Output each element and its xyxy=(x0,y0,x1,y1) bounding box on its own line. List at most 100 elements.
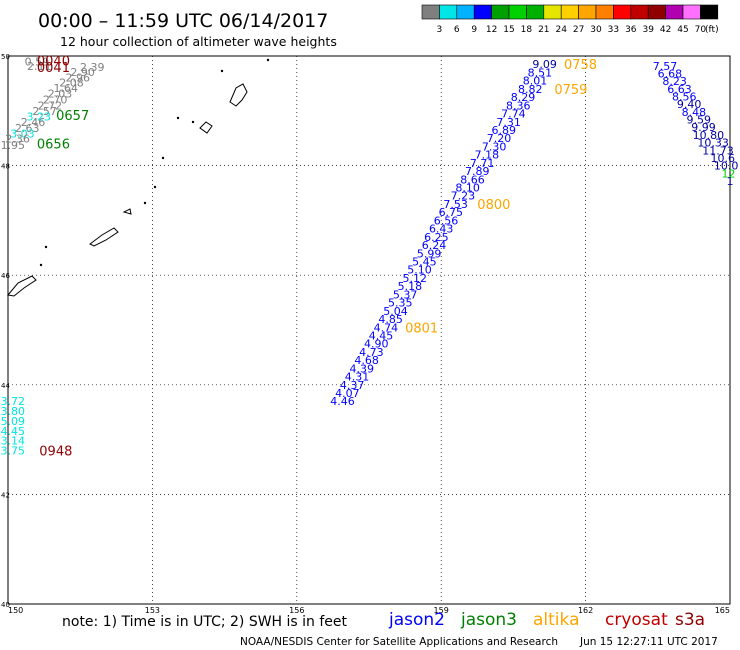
island-dot xyxy=(220,69,224,73)
wave-height-value: 2.11 xyxy=(27,60,52,73)
wave-height-value: 1.64 xyxy=(54,82,79,95)
island-dot xyxy=(266,58,270,62)
wave-height-value: 8.82 xyxy=(518,83,543,96)
island-outline xyxy=(7,275,37,297)
wave-height-value: 3.75 xyxy=(1,445,26,458)
wave-height-value: 2.96 xyxy=(66,71,91,84)
lon-tick-label: 156 xyxy=(289,606,304,615)
wave-height-value: 7.57 xyxy=(653,60,678,73)
wave-height-value: 4.45 xyxy=(369,329,394,342)
lat-tick-label: 48 xyxy=(1,163,10,171)
wave-height-value: 10.80 xyxy=(693,129,725,142)
colorbar-label: 18 xyxy=(521,25,533,35)
wave-height-value: 6.24 xyxy=(422,239,447,252)
pass-time-label: 0041 xyxy=(37,61,70,76)
satellite-legend-cryosat: cryosat xyxy=(605,610,668,630)
colorbar-label: 70 xyxy=(695,25,707,35)
pass-time-label: 0657 xyxy=(56,109,89,124)
colorbar-label: 24 xyxy=(555,25,567,35)
lat-tick-label: 50 xyxy=(1,53,10,61)
colorbar-label: 42 xyxy=(660,25,671,35)
satellite-legend-s3a: s3a xyxy=(675,610,705,630)
colorbar-label: 3 xyxy=(437,25,443,35)
pass-time-label: 0800 xyxy=(477,198,510,213)
wave-height-value: 5.09 xyxy=(1,415,26,428)
wave-height-value: 6.43 xyxy=(429,223,454,236)
colorbar-swatch xyxy=(421,4,440,20)
colorbar-swatch xyxy=(473,4,492,20)
colorbar-swatch xyxy=(700,4,719,20)
colorbar-label: 21 xyxy=(538,25,549,35)
map-area: 150 153 156 159 162 165 50 48 46 44 42 40 0.592.11 2… xyxy=(1,53,739,615)
wave-height-value: 2.72 xyxy=(38,99,63,112)
wave-height-value: 10.33 xyxy=(697,137,729,150)
wave-height-value: 4.45 xyxy=(1,425,26,438)
colorbar-swatch xyxy=(682,4,701,20)
pass-time-label: 0759 xyxy=(554,83,587,98)
wave-height-value: 1 xyxy=(727,175,734,188)
wave-height-value: 6.25 xyxy=(424,231,449,244)
wave-height-value: 7.23 xyxy=(451,190,476,203)
wave-height-value: 2.90 xyxy=(70,66,95,79)
colorbar-swatch xyxy=(560,4,579,20)
pass-time-label: 0948 xyxy=(39,445,72,460)
wave-height-value: 7.53 xyxy=(443,198,468,211)
satellite-legend-jason2: jason2 xyxy=(388,610,445,630)
wave-height-value: 3.03 xyxy=(10,127,35,140)
lon-tick-label: 150 xyxy=(8,606,23,615)
wave-height-value: 2.39 xyxy=(80,61,105,74)
wave-height-value: 8.66 xyxy=(460,173,485,186)
wave-height-value: 8.56 xyxy=(672,91,697,104)
wave-height-value: 7.71 xyxy=(470,157,495,170)
wave-height-points: 0.592.11 2.392.902.962.081.642.032.702.72… xyxy=(1,55,739,457)
map-frame xyxy=(7,55,731,605)
wave-height-value: 2.46 xyxy=(21,116,46,129)
satellite-legend-jason3: jason3 xyxy=(460,610,517,630)
wave-height-value: 4.39 xyxy=(350,362,375,375)
island-dot xyxy=(44,245,48,249)
island-dot xyxy=(161,156,165,160)
lat-tick-label: 40 xyxy=(1,601,10,609)
pass-time-label: 0801 xyxy=(405,321,438,336)
wave-height-value: 3.23 xyxy=(27,110,52,123)
satellite-legend-altika: altika xyxy=(533,610,580,630)
wave-height-value: 4.37 xyxy=(340,379,365,392)
wave-height-value: 7.18 xyxy=(475,149,500,162)
colorbar-swatch xyxy=(526,4,545,20)
colorbar-legend: 3 6 9 12 15 18 21 24 27 30 33 36 39 42 45 70(ft) xyxy=(421,4,719,35)
wave-height-value: 5.35 xyxy=(388,297,413,310)
wave-height-value: 5.45 xyxy=(412,256,437,269)
island-dot xyxy=(39,263,43,267)
wave-height-value: 6.68 xyxy=(658,68,683,81)
colorbar-unit: (ft) xyxy=(705,25,719,35)
colorbar-label: 36 xyxy=(625,25,637,35)
pass-time-label: 0758 xyxy=(564,58,597,73)
wave-height-value: 12 xyxy=(722,167,736,180)
colorbar-swatch xyxy=(665,4,684,20)
colorbar-swatch xyxy=(543,4,562,20)
colorbar-swatch xyxy=(491,4,510,20)
wave-height-value: 6.89 xyxy=(492,124,517,137)
colorbar-label: 27 xyxy=(573,25,584,35)
wave-height-value: 1.95 xyxy=(1,139,26,152)
lon-tick-label: 162 xyxy=(578,606,593,615)
page-subtitle: 12 hour collection of altimeter wave hei… xyxy=(60,34,337,49)
wave-height-value: 5.04 xyxy=(383,305,408,318)
colorbar-swatch xyxy=(613,4,632,20)
wave-height-value: 10.6 xyxy=(711,152,736,165)
colorbar-label: 39 xyxy=(642,25,654,35)
wave-height-value: 2.70 xyxy=(43,93,68,106)
colorbar-swatch xyxy=(439,4,458,20)
lon-tick-label: 153 xyxy=(145,606,160,615)
colorbar-label: 33 xyxy=(608,25,619,35)
pass-time-label: 0656 xyxy=(37,138,70,153)
wave-height-value: 4.74 xyxy=(374,321,399,334)
coastline xyxy=(7,58,270,297)
map-grid: 150 153 156 159 162 165 50 48 46 44 42 40 xyxy=(1,53,730,615)
wave-height-value: 5.18 xyxy=(398,280,423,293)
colorbar-label: 30 xyxy=(590,25,602,35)
wave-height-value: 8.36 xyxy=(506,99,531,112)
wave-height-value: 9.59 xyxy=(686,114,711,127)
wave-height-value: 2.08 xyxy=(59,76,84,89)
